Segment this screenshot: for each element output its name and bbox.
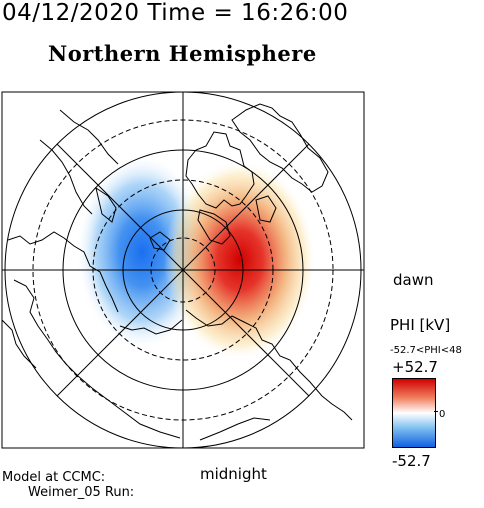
colorbar-max-label: +52.7 [392, 358, 438, 376]
colorbar-min-label: -52.7 [392, 452, 431, 470]
colorbar-range: -52.7<PHI<48 [390, 346, 462, 356]
meridians [2, 92, 364, 448]
dawn-label: dawn [393, 271, 434, 289]
midnight-label: midnight [200, 465, 267, 483]
colorbar-title: PHI [kV] [390, 316, 451, 334]
hemisphere-title: Northern Hemisphere [48, 41, 317, 66]
colorbar [392, 378, 436, 448]
model-line-1: Model at CCMC: [2, 470, 106, 485]
colorbar-zero-label: 0 [439, 409, 446, 420]
coastlines [2, 103, 353, 441]
colorbar-zero-tick [434, 411, 438, 412]
datetime-title: 04/12/2020 Time = 16:26:00 [2, 0, 349, 26]
positive-potential-cell [164, 160, 316, 360]
model-line-2: Weimer_05 Run: [28, 485, 135, 500]
